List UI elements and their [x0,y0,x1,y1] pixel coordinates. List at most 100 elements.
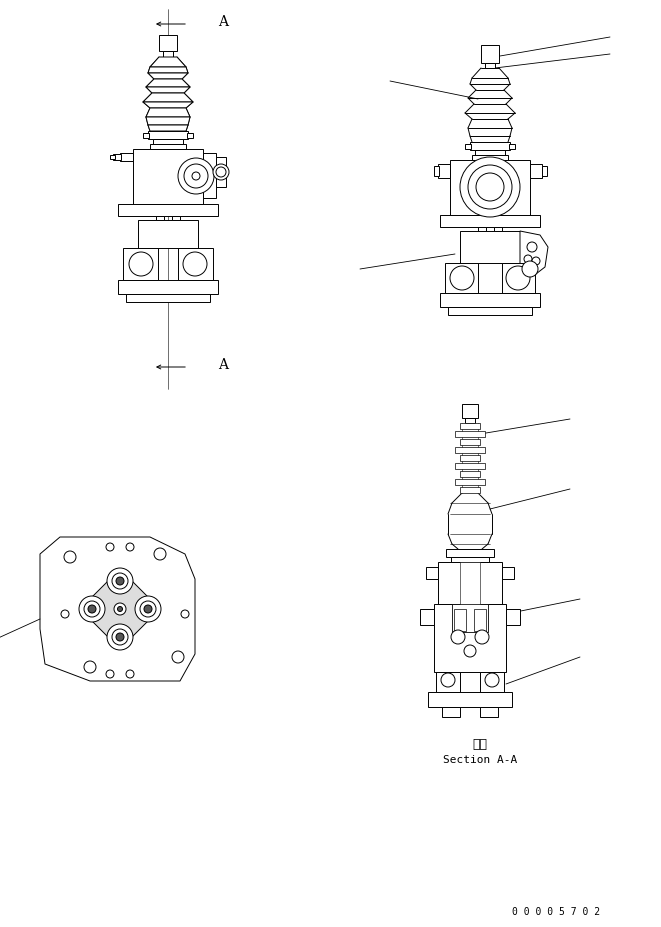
Circle shape [183,253,207,276]
Bar [440,216,540,228]
Circle shape [522,261,538,278]
Circle shape [126,543,134,552]
Bar [143,133,149,139]
Circle shape [112,574,128,590]
Circle shape [475,630,489,644]
Bar [542,167,547,177]
Polygon shape [143,103,193,108]
Bar [428,692,512,707]
Circle shape [107,624,133,651]
Text: A: A [218,358,228,372]
Bar [123,248,158,281]
Circle shape [451,630,465,644]
Bar [478,228,486,232]
Text: A: A [218,15,228,29]
Circle shape [460,158,520,218]
Bar [178,248,213,281]
Bar [472,156,508,160]
Bar [475,151,505,156]
Bar [442,707,460,717]
Circle shape [464,645,476,657]
Bar [460,563,480,604]
Bar [133,150,203,205]
Bar [455,432,485,438]
Circle shape [61,610,69,618]
Polygon shape [148,74,188,80]
Bar [474,609,486,631]
Circle shape [126,670,134,679]
Circle shape [213,165,229,181]
Bar [148,132,188,140]
Bar [156,217,164,221]
Bar [480,672,504,692]
Circle shape [506,267,530,291]
Polygon shape [146,80,190,88]
Bar [110,156,115,159]
Circle shape [468,166,512,210]
Bar [440,294,540,308]
Circle shape [116,633,124,641]
Text: 0 0 0 0 5 7 0 2: 0 0 0 0 5 7 0 2 [512,906,600,916]
Bar [150,145,186,150]
Bar [445,263,478,294]
Bar [203,154,216,198]
Bar [460,488,480,493]
Circle shape [79,596,105,622]
Circle shape [216,168,226,178]
Polygon shape [143,94,193,103]
Bar [163,52,173,57]
Bar [494,228,502,232]
Circle shape [524,256,532,263]
Bar [448,308,532,316]
Bar [187,133,193,139]
Polygon shape [146,118,190,126]
Circle shape [107,568,133,594]
Circle shape [64,552,76,564]
Circle shape [527,243,537,253]
Bar [172,217,180,221]
Circle shape [106,670,114,679]
Bar [465,419,475,424]
Circle shape [184,165,208,189]
Bar [480,707,498,717]
Circle shape [118,607,122,612]
Bar [530,165,542,179]
Bar [434,604,506,672]
Bar [460,472,480,477]
Circle shape [112,629,128,645]
Bar [460,455,480,462]
Polygon shape [146,88,190,94]
Bar [454,609,466,631]
Circle shape [181,610,189,618]
Bar [426,567,438,579]
Bar [126,295,210,303]
Circle shape [532,258,540,266]
Polygon shape [148,126,188,132]
Bar [436,672,460,692]
Bar [509,145,515,150]
Bar [465,145,471,150]
Circle shape [84,602,100,617]
Bar [153,140,183,145]
Bar [452,604,488,632]
Bar [438,165,450,179]
Circle shape [441,673,455,687]
Polygon shape [146,108,190,118]
Bar [118,281,218,295]
Circle shape [135,596,161,622]
Polygon shape [150,57,186,68]
Bar [462,404,478,419]
Circle shape [192,172,200,181]
Circle shape [144,605,152,614]
Bar [113,155,121,160]
Bar [506,609,520,626]
Circle shape [450,267,474,291]
Polygon shape [520,232,548,280]
Circle shape [178,159,214,195]
Bar [455,464,485,469]
Circle shape [114,603,126,616]
Polygon shape [80,569,160,649]
Bar [485,64,495,69]
Bar [502,567,514,579]
Bar [451,557,489,563]
